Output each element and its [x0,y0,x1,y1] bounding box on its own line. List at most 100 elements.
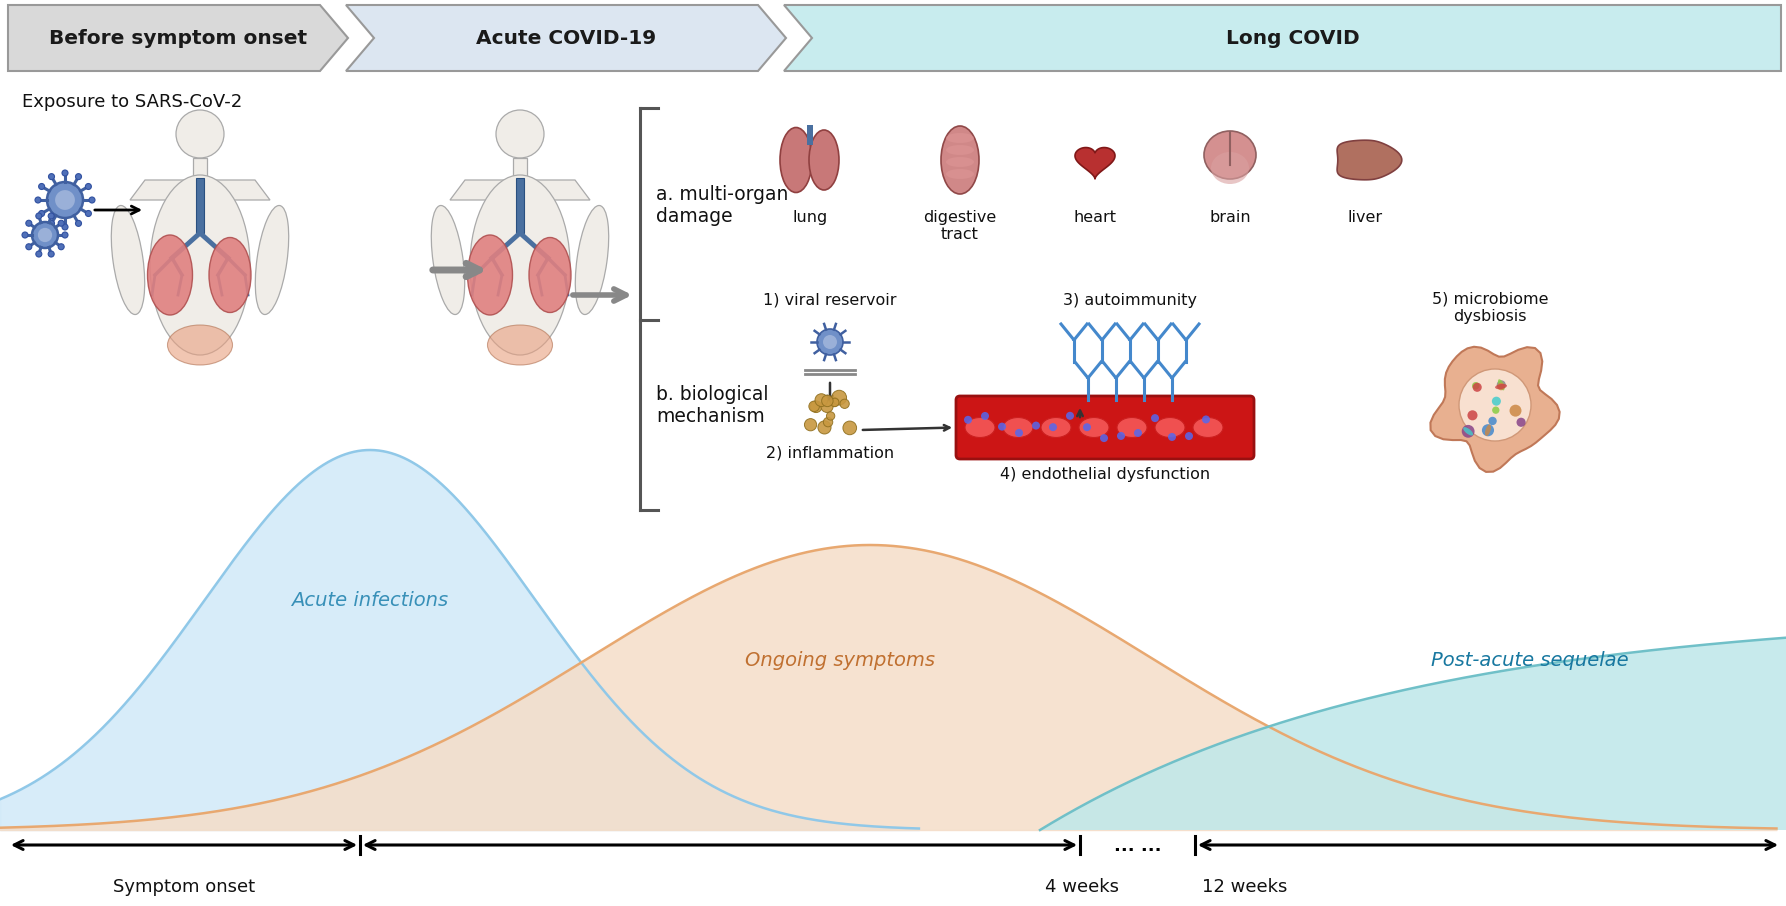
Circle shape [804,419,816,431]
Ellipse shape [1004,418,1032,438]
Circle shape [86,210,91,217]
Ellipse shape [941,126,979,194]
Ellipse shape [575,206,609,314]
Ellipse shape [964,418,995,438]
Ellipse shape [1211,152,1248,184]
Circle shape [46,182,82,218]
Ellipse shape [209,237,252,313]
Bar [516,178,523,233]
Circle shape [48,213,54,219]
Ellipse shape [255,206,289,314]
Ellipse shape [947,145,973,155]
Circle shape [1472,382,1479,390]
Polygon shape [784,5,1781,71]
Polygon shape [1075,148,1114,178]
Text: 2) inflammation: 2) inflammation [766,446,895,460]
Circle shape [1100,434,1107,442]
Ellipse shape [150,175,250,355]
Ellipse shape [1498,380,1504,390]
Circle shape [1516,418,1525,427]
Circle shape [59,244,64,250]
Circle shape [832,390,847,405]
Ellipse shape [1204,131,1256,179]
Circle shape [830,399,839,407]
Circle shape [964,416,972,424]
Circle shape [822,395,832,407]
Circle shape [1491,407,1500,414]
Ellipse shape [809,130,839,190]
Text: lung: lung [793,210,827,225]
Polygon shape [1431,347,1559,472]
Text: Ongoing symptoms: Ongoing symptoms [745,651,936,670]
Bar [196,178,204,233]
Circle shape [822,400,832,412]
Circle shape [86,184,91,189]
Circle shape [1497,383,1506,390]
Text: Post-acute sequelae: Post-acute sequelae [1431,651,1629,670]
Circle shape [1497,381,1506,390]
Circle shape [1150,414,1159,422]
Circle shape [25,220,32,226]
Text: 3) autoimmunity: 3) autoimmunity [1063,293,1197,307]
Circle shape [89,197,95,203]
Circle shape [55,190,75,210]
Circle shape [814,394,827,407]
Ellipse shape [488,325,552,365]
Ellipse shape [1079,418,1109,438]
Polygon shape [346,5,786,71]
Text: ... ...: ... ... [1114,837,1161,855]
Circle shape [63,224,68,230]
Circle shape [1473,382,1482,391]
Polygon shape [450,180,589,200]
Circle shape [1014,429,1023,437]
Circle shape [818,421,830,434]
Ellipse shape [430,206,464,314]
Circle shape [1048,423,1057,431]
Text: liver: liver [1347,210,1382,225]
Ellipse shape [1116,418,1147,438]
Polygon shape [130,180,270,200]
Circle shape [75,220,82,226]
Ellipse shape [1463,427,1473,436]
Circle shape [1066,412,1073,419]
Circle shape [1184,432,1193,440]
Ellipse shape [1193,418,1223,438]
Bar [513,158,527,178]
Text: Acute infections: Acute infections [291,591,448,610]
Text: b. biological
mechanism: b. biological mechanism [655,384,768,426]
Circle shape [36,251,41,257]
Circle shape [21,232,29,238]
Circle shape [1509,405,1522,417]
Circle shape [1461,425,1475,438]
Ellipse shape [780,128,813,192]
Circle shape [823,335,838,349]
Text: digestive
tract: digestive tract [923,210,997,243]
Circle shape [1468,410,1477,420]
Circle shape [839,400,850,409]
Ellipse shape [468,235,513,315]
Circle shape [823,418,832,427]
Circle shape [48,174,55,179]
Circle shape [1202,416,1209,423]
Circle shape [36,197,41,203]
Circle shape [1082,423,1091,431]
Polygon shape [7,5,348,71]
Ellipse shape [168,325,232,365]
Circle shape [1032,421,1039,429]
Circle shape [816,329,843,355]
Ellipse shape [470,175,570,355]
Text: Acute COVID-19: Acute COVID-19 [475,28,655,47]
Circle shape [75,174,82,179]
Circle shape [39,184,45,189]
Polygon shape [1338,140,1402,179]
Circle shape [38,227,52,242]
Circle shape [63,232,68,238]
FancyBboxPatch shape [956,396,1254,459]
Circle shape [25,244,32,250]
Ellipse shape [947,133,973,143]
Circle shape [59,220,64,226]
Ellipse shape [1041,418,1072,438]
Circle shape [1116,432,1125,440]
Ellipse shape [529,237,572,313]
Circle shape [36,213,41,219]
